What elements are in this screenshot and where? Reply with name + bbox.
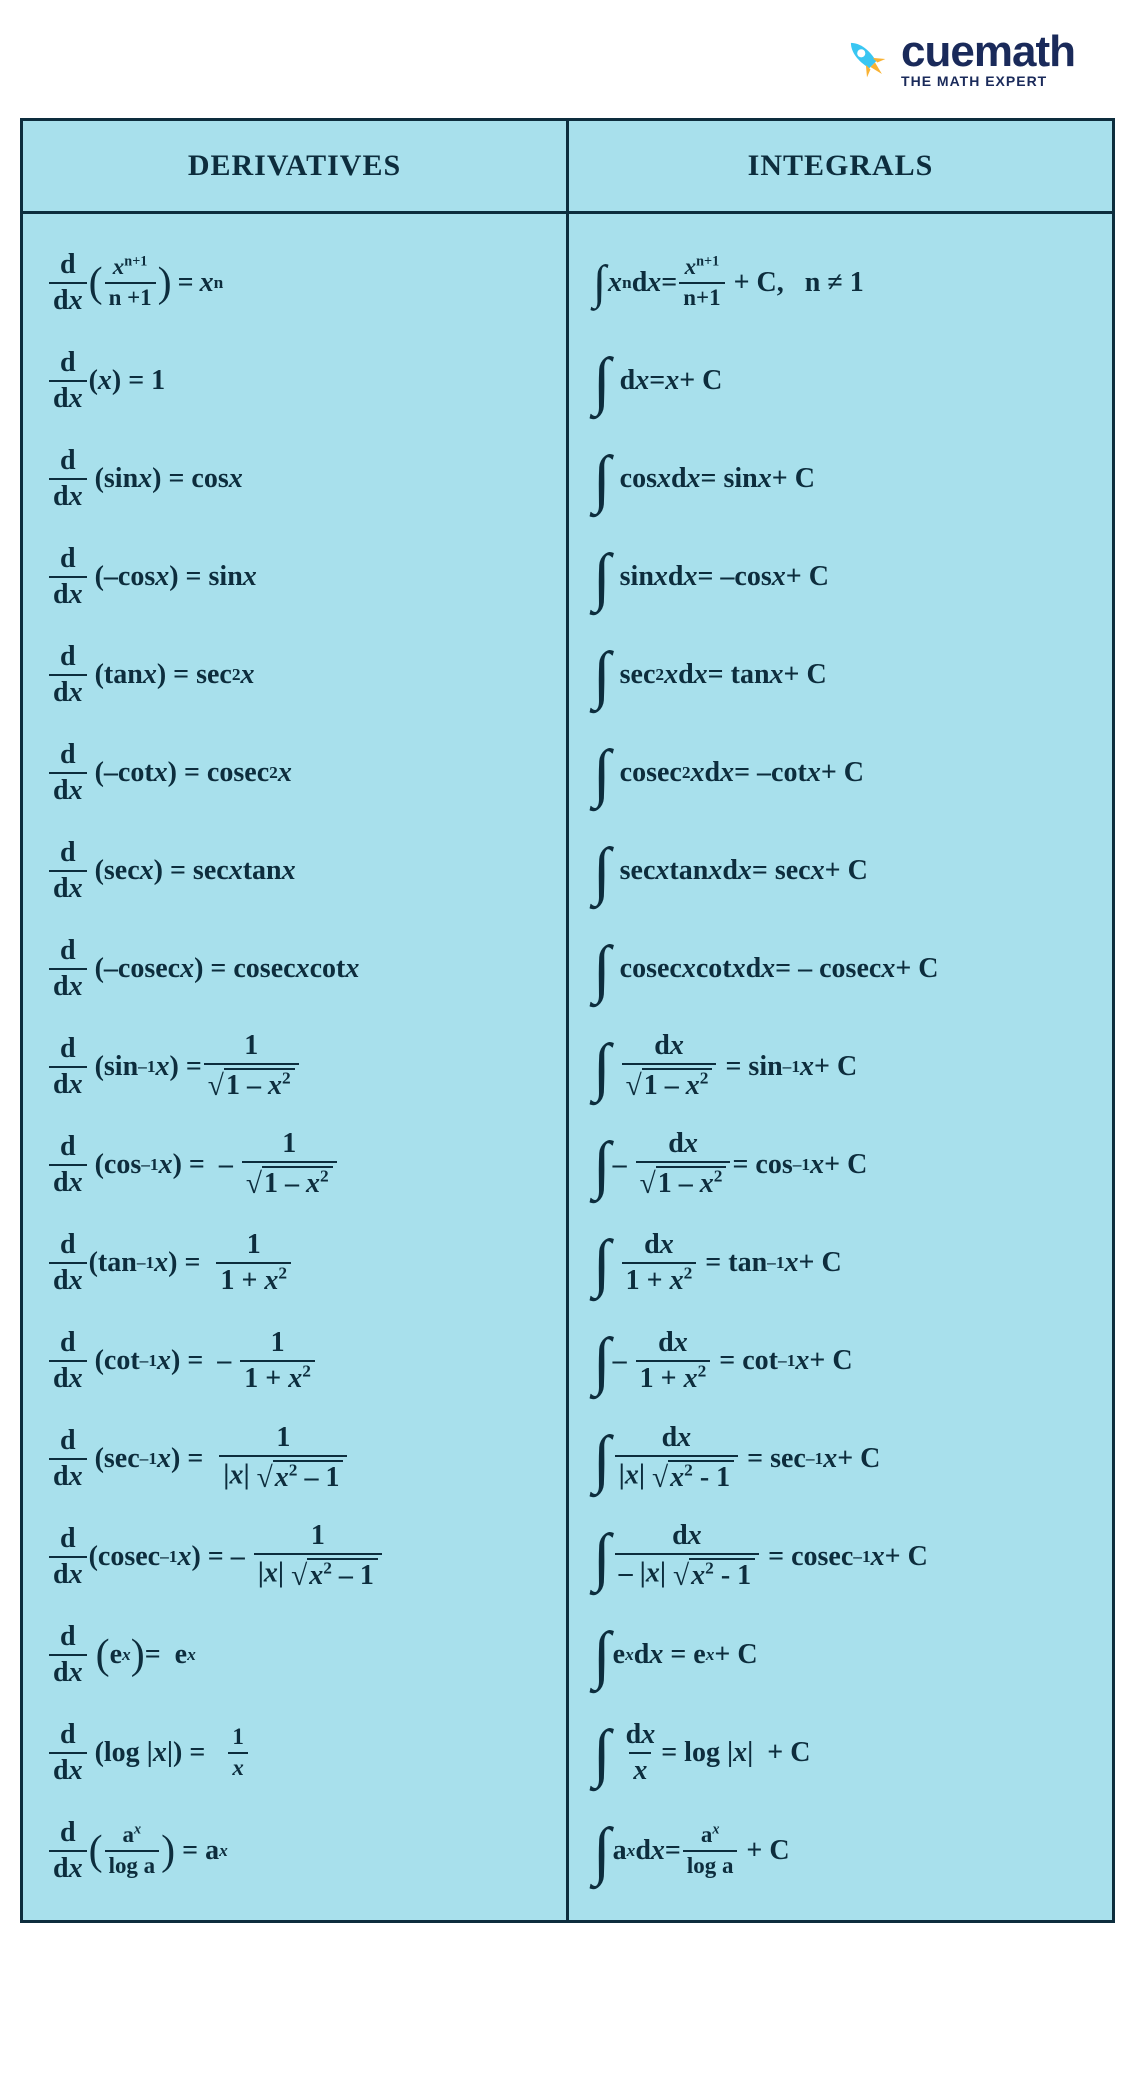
header-integrals: INTEGRALS	[568, 120, 1114, 213]
deriv-log: ddx (log |x|) = 1x	[47, 1704, 552, 1802]
int-ax: ∫ax dx = axlog a + C	[593, 1802, 1098, 1900]
deriv-tan: ddx (tan x) = sec2 x	[47, 626, 552, 724]
brand-name: cuemath	[901, 30, 1075, 74]
int-sec2: ∫ sec2 x dx = tan x + C	[593, 626, 1098, 724]
brand-logo: cuemath THE MATH EXPERT	[841, 30, 1075, 88]
int-cosecx-cotx: ∫ cosec x cot x dx = – cosec x + C	[593, 920, 1098, 1018]
int-cosec2: ∫ cosec2 x dx = –cot x + C	[593, 724, 1098, 822]
deriv-arccot: ddx (cot–1 x) = – 11 + x2	[47, 1312, 552, 1410]
brand-header: cuemath THE MATH EXPERT	[20, 20, 1115, 118]
deriv-arccosec: ddx (cosec–1 x) = – 1|x| √x2 – 1	[47, 1508, 552, 1606]
formula-table: DERIVATIVES INTEGRALS ddx (xn+1n +1) =xn…	[20, 118, 1115, 1923]
derivatives-column: ddx (xn+1n +1) =xn ddx (x) = 1 ddx (sin …	[22, 213, 568, 1922]
int-power: ∫xndx = xn+1n+1 + C, n ≠ 1	[593, 234, 1098, 332]
deriv-arcsin: ddx (sin–1 x) = 1√1 – x2	[47, 1018, 552, 1116]
int-sin: ∫ sin x dx = –cos x + C	[593, 528, 1098, 626]
integrals-column: ∫xndx = xn+1n+1 + C, n ≠ 1 ∫ dx = x + C …	[568, 213, 1114, 1922]
deriv-sec: ddx (sec x) = sec x tan x	[47, 822, 552, 920]
deriv-arccos: ddx (cos–1 x) = – 1√1 – x2	[47, 1116, 552, 1214]
deriv-power: ddx (xn+1n +1) =xn	[47, 234, 552, 332]
int-secx-tanx: ∫ sec x tan x dx = sec x + C	[593, 822, 1098, 920]
rocket-icon	[841, 33, 893, 85]
int-recip: ∫ dxx = log |x| + C	[593, 1704, 1098, 1802]
deriv-neg-cos: ddx (–cos x) = sin x	[47, 528, 552, 626]
deriv-exp: ddx (ex) = ex	[47, 1606, 552, 1704]
header-derivatives: DERIVATIVES	[22, 120, 568, 213]
int-arcsec: ∫ dx|x| √x2 - 1 = sec–1 x + C	[593, 1410, 1098, 1508]
deriv-sin: ddx (sin x) = cos x	[47, 430, 552, 528]
int-arccos: ∫– dx√1 – x2 = cos–1 x + C	[593, 1116, 1098, 1214]
int-arccot: ∫– dx1 + x2 = cot–1 x + C	[593, 1312, 1098, 1410]
deriv-neg-cosec: ddx (–cosec x) = cosec x cot x	[47, 920, 552, 1018]
int-arctan: ∫ dx1 + x2 = tan–1 x + C	[593, 1214, 1098, 1312]
int-exp: ∫ex dx = ex + C	[593, 1606, 1098, 1704]
deriv-arctan: ddx (tan–1 x) = 11 + x2	[47, 1214, 552, 1312]
int-dx: ∫ dx = x + C	[593, 332, 1098, 430]
int-arcsin: ∫ dx√1 – x2 = sin–1 x + C	[593, 1018, 1098, 1116]
int-cos: ∫ cos x dx = sin x + C	[593, 430, 1098, 528]
brand-tagline: THE MATH EXPERT	[901, 74, 1075, 88]
deriv-ax: ddx (axlog a) = ax	[47, 1802, 552, 1900]
deriv-neg-cot: ddx (–cot x) = cosec2 x	[47, 724, 552, 822]
int-arccosec: ∫ dx– |x| √x2 - 1 = cosec–1 x + C	[593, 1508, 1098, 1606]
deriv-arcsec: ddx (sec–1 x) = 1|x| √x2 – 1	[47, 1410, 552, 1508]
deriv-x: ddx (x) = 1	[47, 332, 552, 430]
